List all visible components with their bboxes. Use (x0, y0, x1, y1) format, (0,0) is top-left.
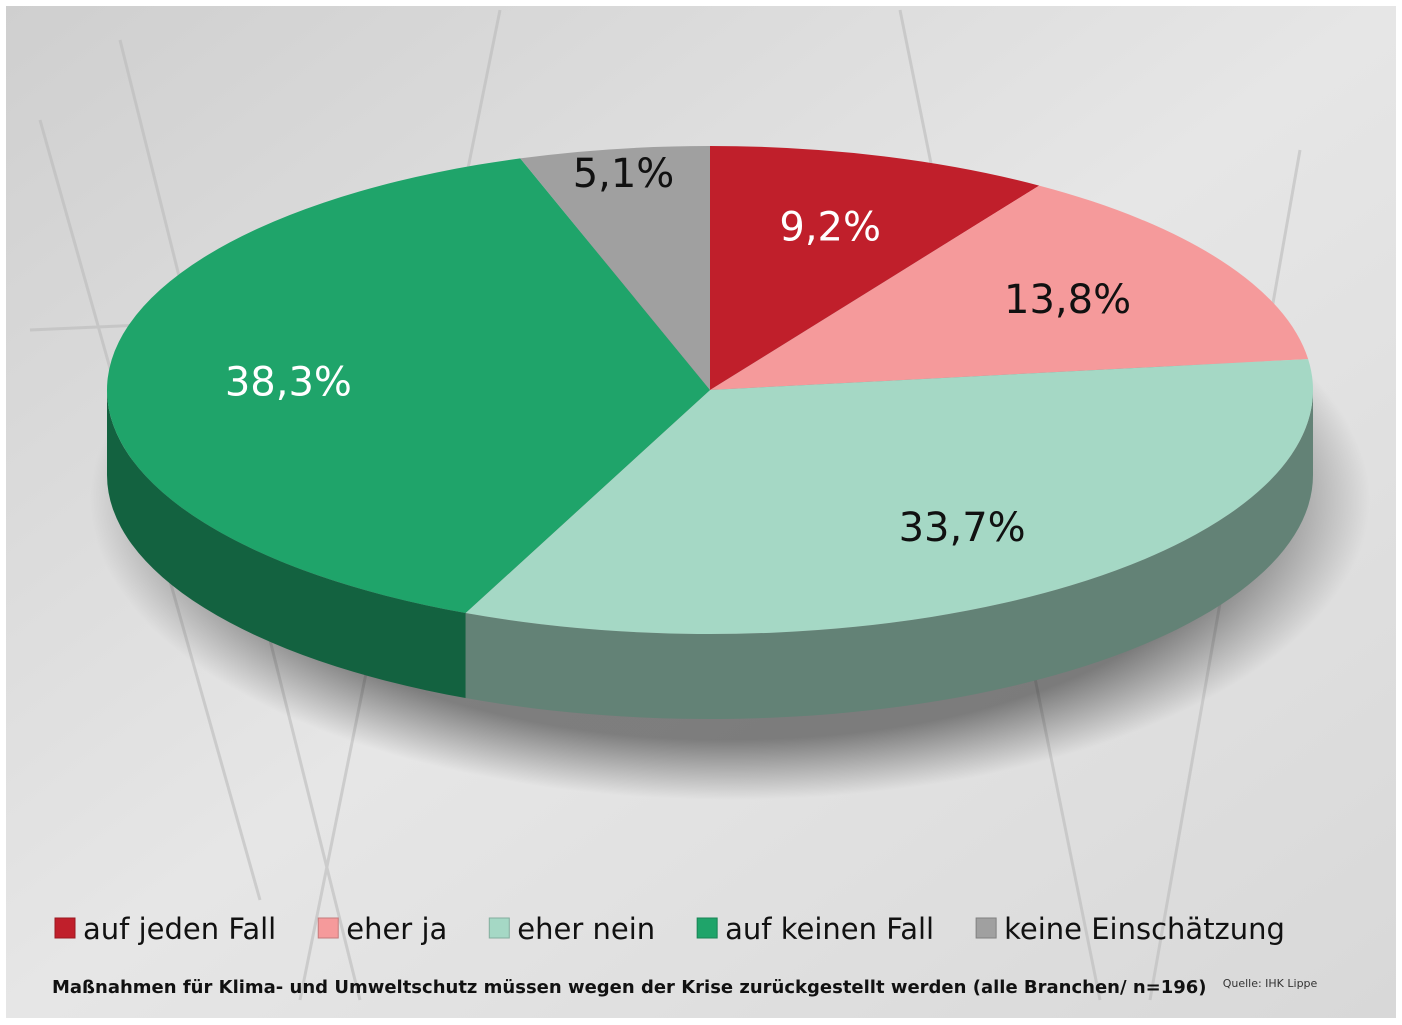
pie-slice (520, 146, 710, 390)
legend-swatch (317, 917, 339, 939)
data-label: 9,2% (779, 204, 881, 250)
pie-side (465, 390, 1313, 719)
legend-label: eher ja (346, 912, 447, 946)
caption: Maßnahmen für Klima- und Umweltschutz mü… (52, 977, 1207, 998)
legend-label: keine Einschätzung (1004, 912, 1285, 946)
legend-label: auf jeden Fall (83, 912, 276, 946)
pie-side (107, 390, 466, 699)
legend-swatch (975, 917, 997, 939)
legend-swatch (696, 917, 718, 939)
pie-slice (465, 359, 1313, 634)
pie-slice (107, 158, 711, 614)
legend-swatch (488, 917, 510, 939)
pie-slice (710, 185, 1309, 390)
legend-swatch (54, 917, 76, 939)
data-label: 5,1% (573, 151, 675, 197)
source: Quelle: IHK Lippe (1223, 977, 1318, 990)
data-label: 38,3% (225, 360, 352, 406)
pie-slice (710, 146, 1040, 390)
data-label: 13,8% (1004, 277, 1131, 323)
data-label: 33,7% (899, 505, 1026, 551)
legend-label: eher nein (517, 912, 655, 946)
legend-label: auf keinen Fall (725, 912, 934, 946)
